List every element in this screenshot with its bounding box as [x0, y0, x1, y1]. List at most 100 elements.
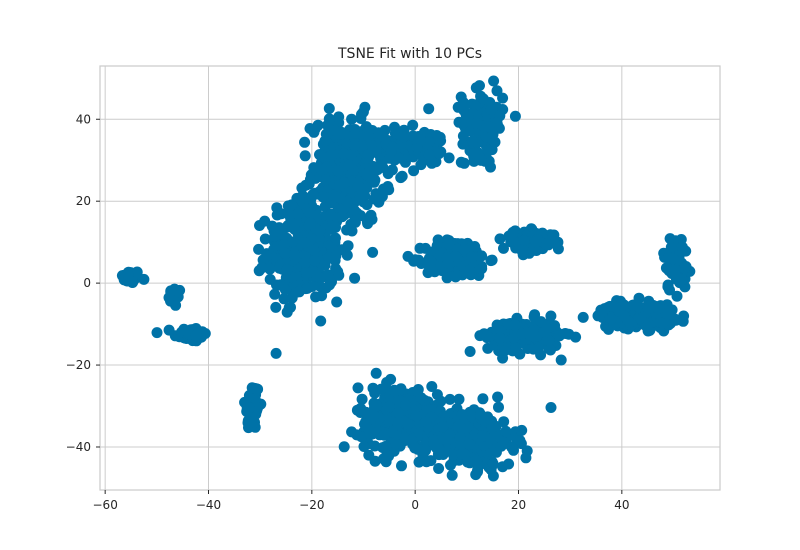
data-point — [509, 110, 521, 122]
data-point — [455, 91, 467, 103]
data-point — [441, 434, 453, 446]
data-point — [466, 251, 478, 263]
data-point — [532, 342, 544, 354]
data-point — [332, 165, 344, 177]
data-point — [354, 192, 366, 204]
data-point — [314, 225, 325, 237]
data-point — [261, 250, 273, 262]
data-point — [415, 134, 427, 146]
data-point — [399, 432, 411, 444]
data-point — [474, 80, 485, 92]
data-point — [605, 313, 617, 325]
data-point — [487, 470, 499, 482]
data-point — [545, 402, 557, 413]
data-point — [281, 306, 293, 318]
x-axis: −60 −40 −20 0 20 40 — [93, 490, 629, 512]
data-point — [279, 247, 291, 259]
data-point — [243, 402, 255, 414]
data-point — [553, 330, 565, 342]
data-point — [303, 178, 315, 190]
data-point — [278, 239, 290, 251]
data-point — [485, 433, 496, 445]
data-point — [470, 469, 482, 481]
data-point — [476, 263, 488, 275]
data-point — [483, 121, 495, 133]
data-point — [495, 440, 507, 452]
data-point — [190, 330, 202, 342]
data-point — [420, 416, 432, 428]
data-point — [468, 148, 480, 159]
data-point — [382, 168, 394, 180]
data-point — [433, 148, 445, 160]
data-point — [316, 164, 328, 176]
data-point — [555, 354, 567, 366]
data-point — [293, 286, 305, 298]
data-point — [514, 434, 526, 446]
data-point — [417, 446, 429, 458]
data-point — [122, 269, 134, 281]
data-point — [304, 218, 316, 230]
data-point — [498, 242, 509, 254]
data-point — [349, 140, 360, 152]
data-point — [330, 221, 341, 233]
x-tick-label: −60 — [93, 498, 118, 512]
data-point — [308, 244, 320, 256]
data-point — [358, 441, 370, 452]
data-point — [314, 272, 326, 284]
data-point — [325, 209, 336, 221]
data-point — [660, 307, 672, 319]
data-point — [383, 184, 395, 196]
data-point — [456, 448, 468, 460]
data-point — [652, 303, 664, 315]
data-point — [323, 103, 335, 114]
data-point — [667, 253, 679, 265]
data-point — [509, 319, 521, 331]
data-point — [390, 438, 402, 450]
data-point — [641, 321, 653, 333]
data-point — [470, 455, 482, 467]
data-point — [408, 165, 420, 177]
data-point — [490, 420, 502, 432]
data-point — [352, 382, 364, 394]
data-point — [286, 199, 298, 211]
data-point — [478, 415, 490, 426]
data-point — [493, 401, 504, 413]
data-point — [437, 421, 449, 433]
data-point — [361, 421, 373, 433]
data-point — [362, 149, 374, 161]
data-point — [386, 426, 398, 438]
data-point — [392, 407, 404, 419]
data-point — [508, 332, 520, 344]
data-point — [252, 402, 263, 414]
data-point — [264, 273, 276, 285]
data-point — [503, 458, 515, 470]
data-point — [535, 316, 547, 328]
data-point — [444, 393, 456, 405]
data-point — [346, 225, 358, 237]
y-axis: −40 −20 0 20 40 — [66, 112, 100, 454]
data-point — [349, 272, 361, 284]
data-point — [463, 438, 475, 450]
chart-title: TSNE Fit with 10 PCs — [337, 46, 482, 62]
data-point — [670, 264, 682, 276]
data-point — [492, 391, 504, 403]
data-point — [309, 255, 320, 267]
data-point — [433, 463, 445, 474]
data-point — [516, 328, 528, 340]
data-point — [463, 264, 475, 276]
data-point — [342, 240, 354, 252]
data-point — [419, 257, 431, 269]
data-point — [485, 161, 496, 173]
data-point — [500, 425, 512, 437]
data-point — [435, 395, 447, 407]
data-point — [664, 284, 675, 296]
data-point — [385, 145, 397, 157]
data-point — [449, 250, 461, 262]
data-point — [363, 449, 375, 461]
data-point — [453, 393, 465, 405]
data-point — [423, 103, 435, 115]
data-point — [671, 290, 683, 302]
data-point — [393, 152, 405, 164]
data-point — [443, 238, 455, 250]
